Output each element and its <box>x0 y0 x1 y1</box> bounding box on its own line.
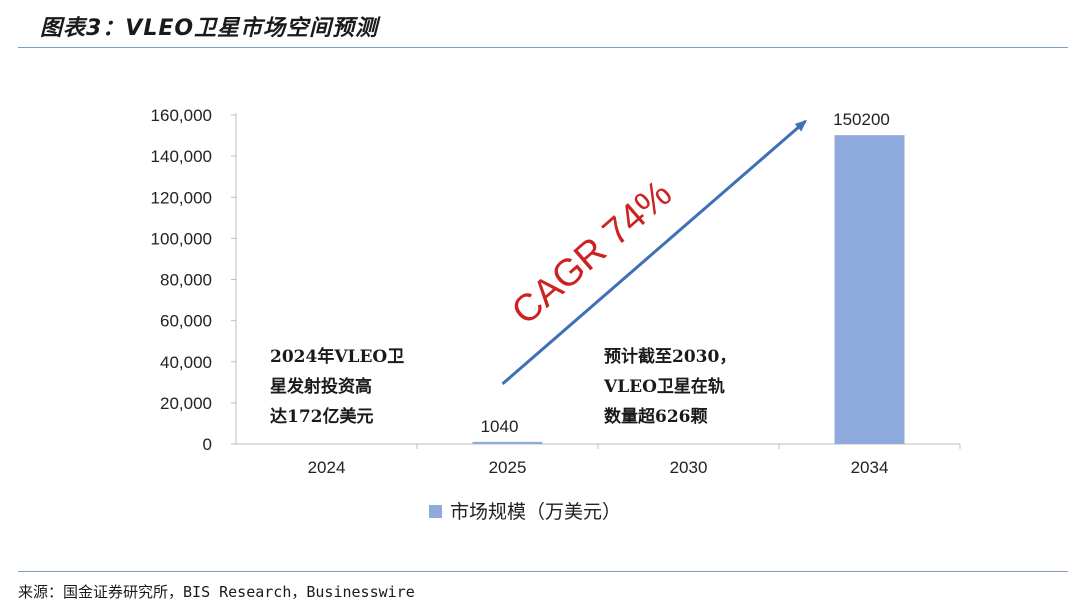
y-tick-label: 100,000 <box>151 229 212 248</box>
investment-note: 2024年VLEO卫 <box>270 346 404 367</box>
investment-note: 星发射投资高 <box>270 376 372 397</box>
y-tick-label: 140,000 <box>151 147 212 166</box>
source-divider <box>18 571 1068 572</box>
title-divider <box>18 47 1068 48</box>
y-tick-label: 40,000 <box>160 353 212 372</box>
y-tick-label: 60,000 <box>160 312 212 331</box>
orbit-count-note: 预计截至2030， <box>604 346 736 367</box>
x-tick-label: 2034 <box>851 458 889 477</box>
source-note: 来源：国金证券研究所，BIS Research，Businesswire <box>18 583 415 601</box>
orbit-count-note: VLEO卫星在轨 <box>603 376 725 397</box>
legend-swatch <box>429 505 442 518</box>
orbit-count-note: 数量超626颗 <box>604 406 708 427</box>
x-tick-label: 2025 <box>489 458 527 477</box>
figure-title: 图表3：VLEO卫星市场空间预测 <box>40 16 379 41</box>
y-tick-label: 0 <box>203 435 212 454</box>
x-tick-label: 2030 <box>670 458 708 477</box>
bar <box>472 441 543 444</box>
y-tick-label: 120,000 <box>151 188 212 207</box>
bar <box>834 135 905 444</box>
y-tick-label: 20,000 <box>160 394 212 413</box>
y-tick-label: 160,000 <box>151 106 212 125</box>
legend-label: 市场规模（万美元） <box>450 501 621 523</box>
data-label: 1040 <box>481 417 519 436</box>
data-label: 150200 <box>833 110 890 129</box>
growth-arrow <box>501 119 808 385</box>
y-tick-label: 80,000 <box>160 271 212 290</box>
x-tick-label: 2024 <box>308 458 346 477</box>
investment-note: 达172亿美元 <box>270 406 374 427</box>
